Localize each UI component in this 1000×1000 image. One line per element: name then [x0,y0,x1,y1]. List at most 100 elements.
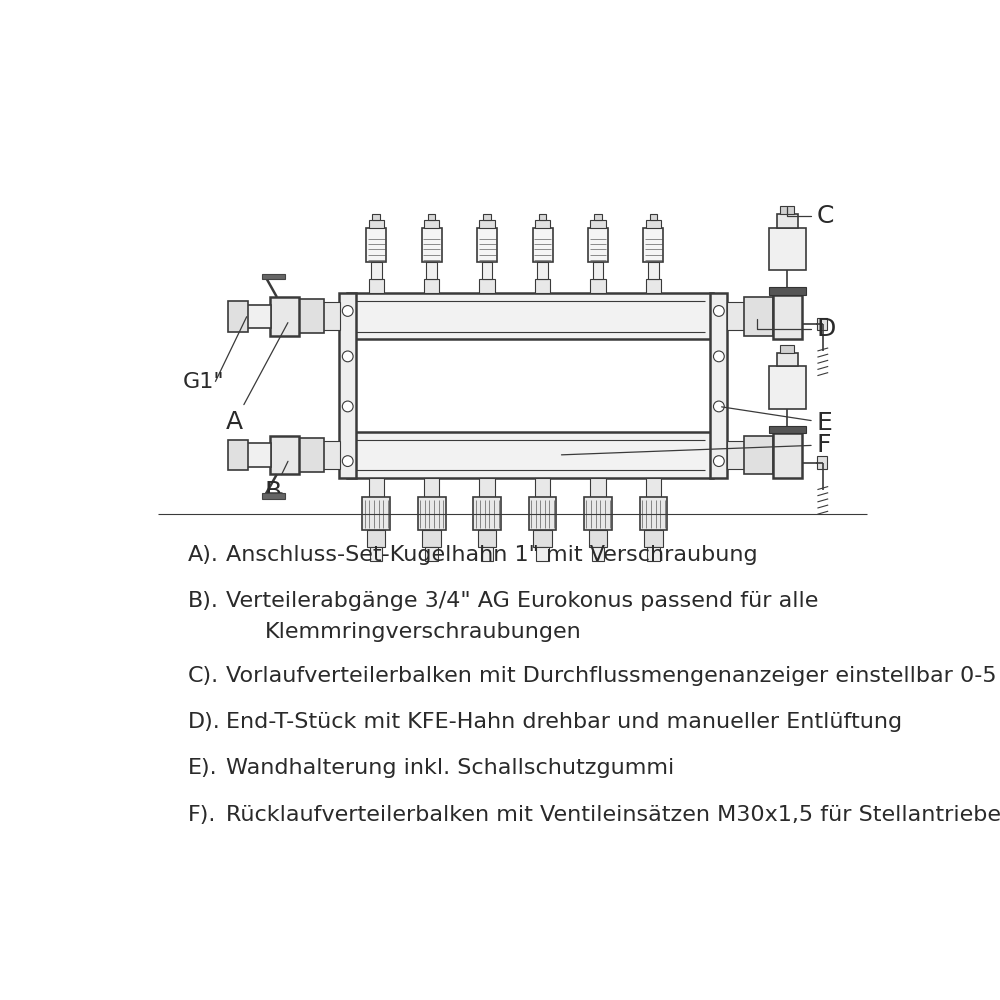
Bar [533,228,553,262]
Bar [593,262,603,279]
Bar [539,214,546,220]
Bar [422,530,441,547]
Bar [773,433,802,478]
Bar [481,547,493,561]
Bar [590,279,606,293]
Text: A: A [226,323,288,434]
Bar [536,547,549,561]
Bar [590,478,606,497]
Bar [362,497,390,530]
Bar [370,547,382,561]
Circle shape [342,401,353,412]
Bar [482,262,492,279]
Text: Rücklaufverteilerbalken mit Ventileinsätzen M30x1,5 für Stellantriebe: Rücklaufverteilerbalken mit Ventileinsät… [226,805,1000,825]
Bar [650,214,657,220]
Bar [478,530,496,547]
Text: End-T-Stück mit KFE-Hahn drehbar und manueller Entlüftung: End-T-Stück mit KFE-Hahn drehbar und man… [226,712,902,732]
Bar [228,440,248,470]
Bar [773,295,802,339]
Bar [323,302,340,330]
Bar [418,497,446,530]
Bar [780,206,794,214]
Bar [769,228,806,270]
Bar [339,293,356,478]
Bar [646,279,661,293]
Circle shape [342,306,353,316]
Bar [369,220,384,228]
Bar [247,443,271,466]
Text: Anschluss-Set-Kugelhahn 1" mit Verschraubung: Anschluss-Set-Kugelhahn 1" mit Verschrau… [226,545,758,565]
Bar [262,493,285,499]
Bar [584,497,612,530]
Bar [710,293,727,478]
Bar [424,478,439,497]
Text: G1": G1" [183,372,225,392]
Bar [533,530,552,547]
Bar [371,262,382,279]
Bar [769,426,806,433]
Bar [817,456,827,469]
Bar [422,228,442,262]
Circle shape [713,306,724,316]
Text: Vorlaufverteilerbalken mit Durchflussmengenanzeiger einstellbar 0-5 ltr: Vorlaufverteilerbalken mit Durchflussmen… [226,666,1000,686]
Circle shape [342,456,353,466]
Text: Wandhalterung inkl. Schallschutzgummi: Wandhalterung inkl. Schallschutzgummi [226,758,674,778]
Bar [817,318,827,330]
Bar [535,478,550,497]
Bar [425,547,438,561]
Bar [647,547,660,561]
Bar [428,214,435,220]
Bar [426,262,437,279]
Bar [366,228,386,262]
Bar [479,478,495,497]
Bar [262,274,285,279]
Bar [477,228,497,262]
Bar [727,441,744,469]
Bar [744,297,773,336]
Circle shape [713,456,724,466]
Text: E).: E). [188,758,217,778]
Text: B: B [265,461,288,504]
Circle shape [713,351,724,362]
Bar [646,220,661,228]
Bar [424,279,439,293]
Text: F: F [561,433,831,457]
Bar [588,228,608,262]
Bar [372,214,380,220]
Bar [769,287,806,295]
Bar [473,497,501,530]
Bar [648,262,659,279]
Text: D: D [757,317,836,341]
Bar [347,432,713,478]
Bar [644,530,663,547]
Bar [646,478,661,497]
Text: E: E [722,407,833,435]
Bar [529,497,556,530]
Bar [479,279,495,293]
Bar [592,547,604,561]
Bar [777,353,798,366]
Bar [777,214,798,228]
Bar [247,305,271,328]
Text: Klemmringverschraubungen: Klemmringverschraubungen [265,622,581,642]
Text: Verteilerabgänge 3/4" AG Eurokonus passend für alle: Verteilerabgänge 3/4" AG Eurokonus passe… [226,591,818,611]
Bar [270,436,299,474]
Bar [640,497,667,530]
Bar [780,345,794,353]
Bar [727,302,744,330]
Bar [535,279,550,293]
Bar [483,214,491,220]
Text: F).: F). [188,805,216,825]
Bar [643,228,663,262]
Bar [367,530,385,547]
Bar [369,279,384,293]
Text: D).: D). [188,712,220,732]
Text: B).: B). [188,591,218,611]
Bar [228,301,248,332]
Bar [298,299,324,333]
Bar [594,214,602,220]
Bar [347,293,713,339]
Bar [298,438,324,472]
Bar [744,436,773,474]
Circle shape [342,351,353,362]
